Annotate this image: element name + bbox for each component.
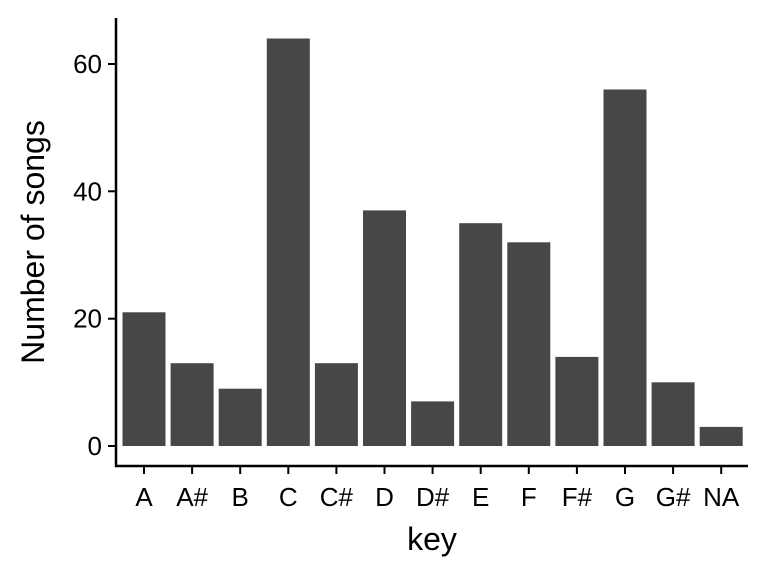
x-tick-label: F — [521, 482, 537, 512]
x-tick-label: G# — [656, 482, 691, 512]
y-tick-label: 60 — [73, 49, 102, 79]
x-tick-label: NA — [703, 482, 740, 512]
x-tick-label: G — [615, 482, 635, 512]
bar-F# — [555, 356, 599, 446]
x-tick-label: C — [279, 482, 298, 512]
x-tick-label: A# — [176, 482, 208, 512]
bar-NA — [699, 426, 743, 446]
x-tick-label: C# — [320, 482, 354, 512]
x-axis-title: key — [407, 521, 457, 557]
x-tick-label: E — [472, 482, 489, 512]
bar-D — [363, 210, 406, 446]
bar-A — [122, 312, 166, 446]
bar-G# — [651, 382, 695, 446]
y-tick-label: 0 — [88, 431, 102, 461]
y-axis-title: Number of songs — [15, 120, 51, 364]
y-axis-ticks: 0 20 40 60 — [73, 49, 116, 461]
bar-C# — [314, 363, 358, 446]
x-tick-label: A — [135, 482, 153, 512]
bars-group — [122, 38, 743, 446]
bar-G — [603, 89, 647, 446]
bar-A# — [170, 363, 214, 446]
y-tick-label: 40 — [73, 176, 102, 206]
bar-D# — [411, 401, 455, 446]
x-tick-label: D — [375, 482, 394, 512]
y-tick-label: 20 — [73, 304, 102, 334]
bar-B — [218, 388, 262, 446]
bar-C — [266, 38, 310, 446]
bar-E — [459, 223, 503, 446]
bar-F — [507, 242, 551, 446]
x-tick-label: F# — [562, 482, 593, 512]
x-tick-label: D# — [416, 482, 450, 512]
x-axis-ticks: A A# B C C# D D# E F F# G G# NA — [135, 466, 740, 512]
x-tick-label: B — [232, 482, 249, 512]
